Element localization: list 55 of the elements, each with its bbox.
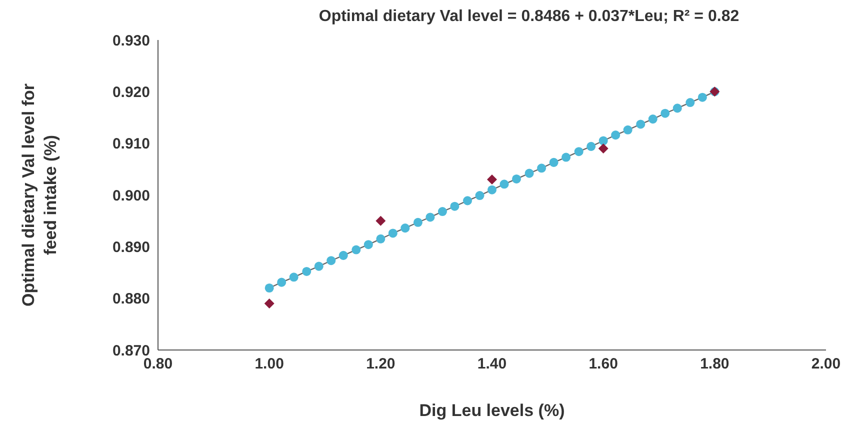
point [388,228,398,238]
point [376,216,386,226]
x-tick-label: 1.80 [700,356,730,373]
point [352,245,361,254]
x-tick-label: 2.00 [811,356,841,373]
point [487,174,497,184]
point [475,191,484,200]
point [289,272,298,282]
y-tick-label: 0.920 [112,84,150,101]
point [598,144,608,154]
point [524,168,534,178]
x-tick-label: 1.00 [254,356,284,373]
point [598,136,608,146]
point [426,212,435,222]
point [364,240,373,250]
point [462,196,472,206]
point [512,174,522,184]
chart-title: Optimal dietary Val level = 0.8486 + 0.037*Leu; R² = 0.82 [318,8,740,27]
point [338,250,348,260]
point [623,125,632,134]
point [672,104,682,113]
y-tick-label: 0.930 [112,32,150,50]
point [574,147,584,156]
y-tick-label: 0.910 [112,136,150,153]
point [438,207,447,216]
point [686,98,695,108]
y-tick-label: 0.880 [112,290,150,308]
point [549,158,558,167]
point [413,218,422,227]
y-axis-title: Optimal dietary Val level for feed intake (%) [19,83,60,306]
x-tick-label: 1.20 [366,356,396,373]
point [698,92,707,102]
point [277,278,286,287]
point [376,234,386,244]
point [314,262,324,271]
point [400,224,410,233]
point [264,298,274,308]
point [500,180,509,189]
point [487,185,497,194]
point [326,256,336,266]
point [537,164,546,173]
point [562,152,571,162]
point [586,142,596,151]
y-tick-label: 0.890 [112,238,150,256]
x-axis-title: Dig Leu levels (%) [419,401,565,420]
point [264,283,274,293]
point [660,108,670,118]
x-tick-label: 1.60 [588,356,618,373]
y-tick-label: 0.900 [112,187,150,204]
point [648,114,658,124]
point [302,266,312,276]
x-tick-label: 1.40 [477,356,507,373]
point [636,120,646,129]
point [450,202,460,211]
point [611,130,620,140]
